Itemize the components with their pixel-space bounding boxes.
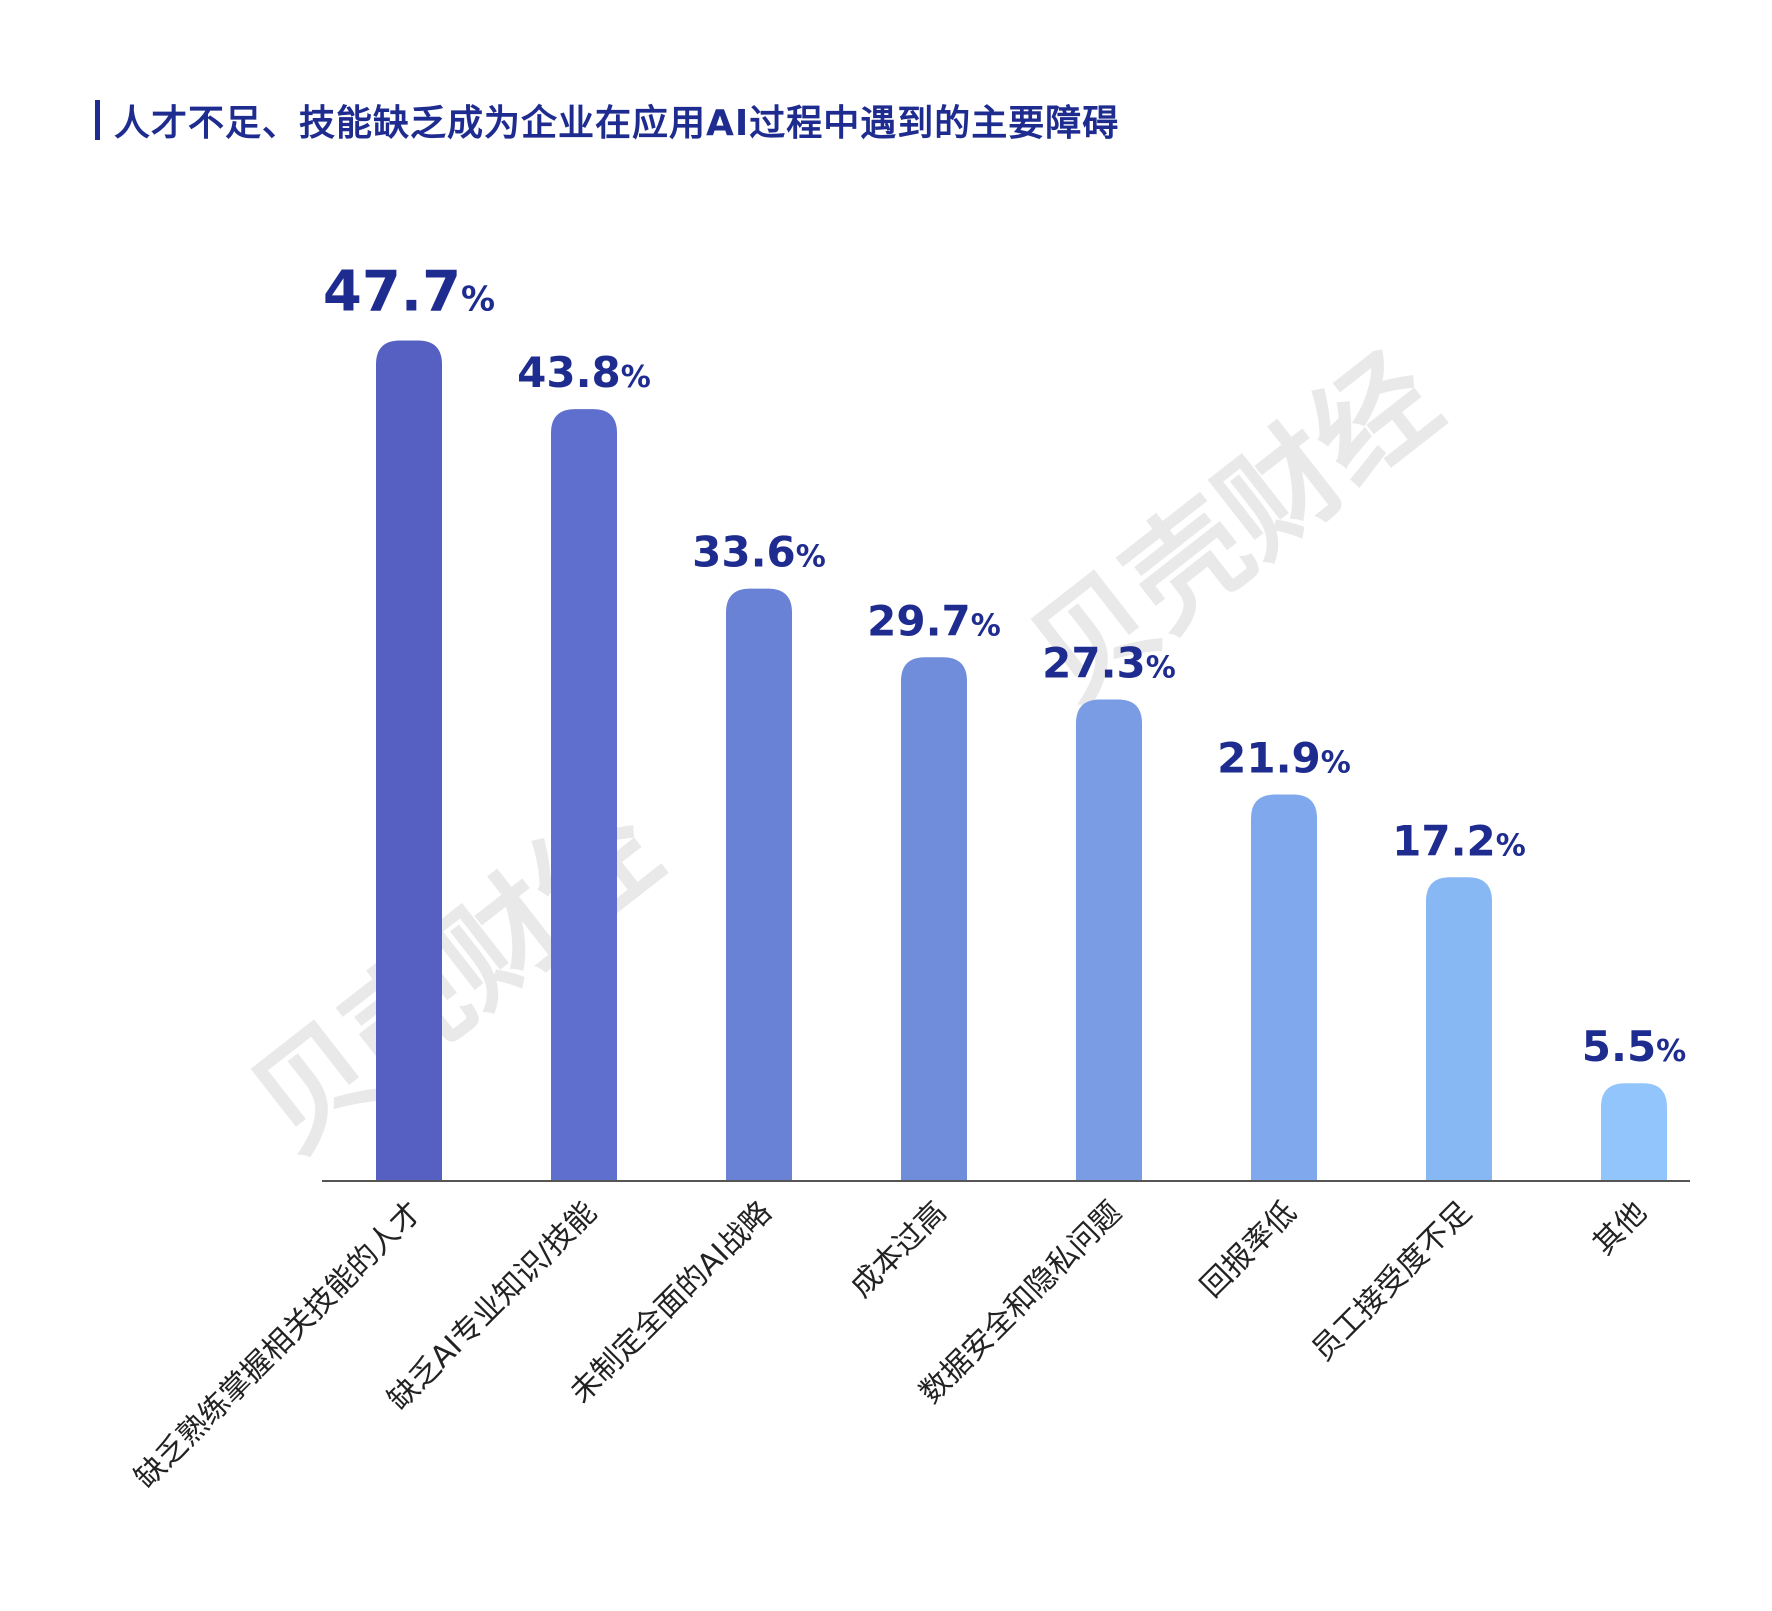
- value-label: 21.9%: [1217, 734, 1351, 783]
- value-unit: %: [621, 360, 651, 395]
- bar: [376, 340, 442, 1181]
- value-unit: %: [1656, 1034, 1686, 1069]
- bar: [1426, 877, 1492, 1180]
- bar: [551, 409, 617, 1180]
- bar: [1076, 699, 1142, 1180]
- value-unit: %: [971, 608, 1001, 643]
- value-label: 17.2%: [1392, 816, 1526, 865]
- value-number: 33.6: [692, 528, 796, 577]
- chart-title: 人才不足、技能缺乏成为企业在应用AI过程中遇到的主要障碍: [95, 94, 1119, 146]
- title-text: 人才不足、技能缺乏成为企业在应用AI过程中遇到的主要障碍: [114, 103, 1120, 144]
- category-label: 回报率低: [1194, 1195, 1304, 1305]
- value-number: 17.2: [1392, 816, 1496, 865]
- value-number: 27.3: [1042, 639, 1146, 688]
- category-label: 员工接受度不足: [1305, 1195, 1478, 1368]
- category-label: 成本过高: [844, 1195, 954, 1305]
- title-accent-bar: [95, 100, 100, 140]
- value-unit: %: [1146, 651, 1176, 686]
- bar: [901, 657, 967, 1180]
- value-number: 5.5: [1582, 1022, 1656, 1071]
- category-label: 其他: [1586, 1195, 1653, 1262]
- bar: [1251, 794, 1317, 1180]
- value-unit: %: [461, 279, 495, 319]
- value-label: 33.6%: [692, 528, 826, 577]
- bar: [1601, 1083, 1667, 1180]
- category-label: 缺乏熟练掌握相关技能的人才: [128, 1195, 429, 1496]
- value-label: 43.8%: [517, 348, 651, 397]
- value-label: 29.7%: [867, 596, 1001, 645]
- value-unit: %: [1321, 746, 1351, 781]
- value-number: 29.7: [867, 596, 971, 645]
- value-number: 47.7: [323, 259, 461, 324]
- value-label: 47.7%: [323, 259, 495, 324]
- value-unit: %: [1496, 828, 1526, 863]
- value-number: 43.8: [517, 348, 621, 397]
- value-label: 27.3%: [1042, 639, 1176, 688]
- value-label: 5.5%: [1582, 1022, 1686, 1071]
- bars-group: [376, 340, 1667, 1181]
- value-number: 21.9: [1217, 734, 1321, 783]
- value-unit: %: [796, 540, 826, 575]
- bar: [726, 588, 792, 1180]
